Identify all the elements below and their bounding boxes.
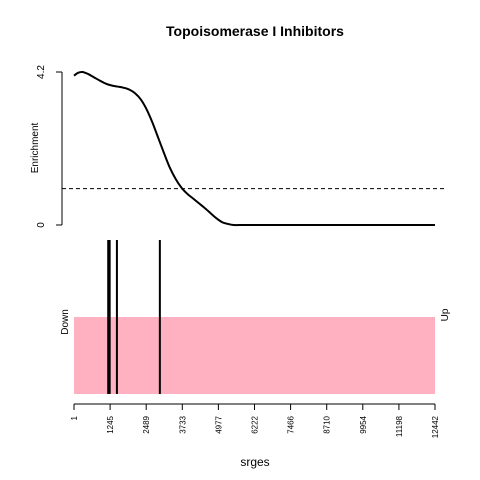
x-tick-label: 11198 [395,415,404,437]
enrichment-curve [73,70,435,227]
x-axis: 1 1245 2489 3733 4977 6222 7466 8710 9954 11198 12… [70,403,440,438]
rank-bar [74,317,435,394]
x-tick-label: 1 [70,415,79,420]
x-tick-label: 8710 [323,415,332,433]
y-axis: 04.2 [36,65,63,228]
x-tick-label: 12442 [431,415,440,438]
y-axis-label: Enrichment [30,122,41,173]
chart-title: Topoisomerase I Inhibitors [166,23,344,39]
down-label: Down [60,309,71,335]
y-tick-label: 0 [36,222,47,228]
x-axis-label: srges [240,455,269,469]
hit-lines [107,240,161,394]
x-tick-label: 6222 [251,415,260,433]
up-label: Up [440,308,451,321]
enrichment-panel: 04.2 Enrichment [30,65,446,228]
x-tick-label: 7466 [287,415,296,433]
x-tick-label: 9954 [359,415,368,433]
x-tick-label: 1245 [106,415,115,433]
hit-panel: Down Up [60,240,451,394]
x-tick-label: 2489 [142,415,151,433]
y-tick-label: 4.2 [36,65,47,79]
x-tick-label: 4977 [214,415,223,433]
x-tick-label: 3733 [178,415,187,433]
